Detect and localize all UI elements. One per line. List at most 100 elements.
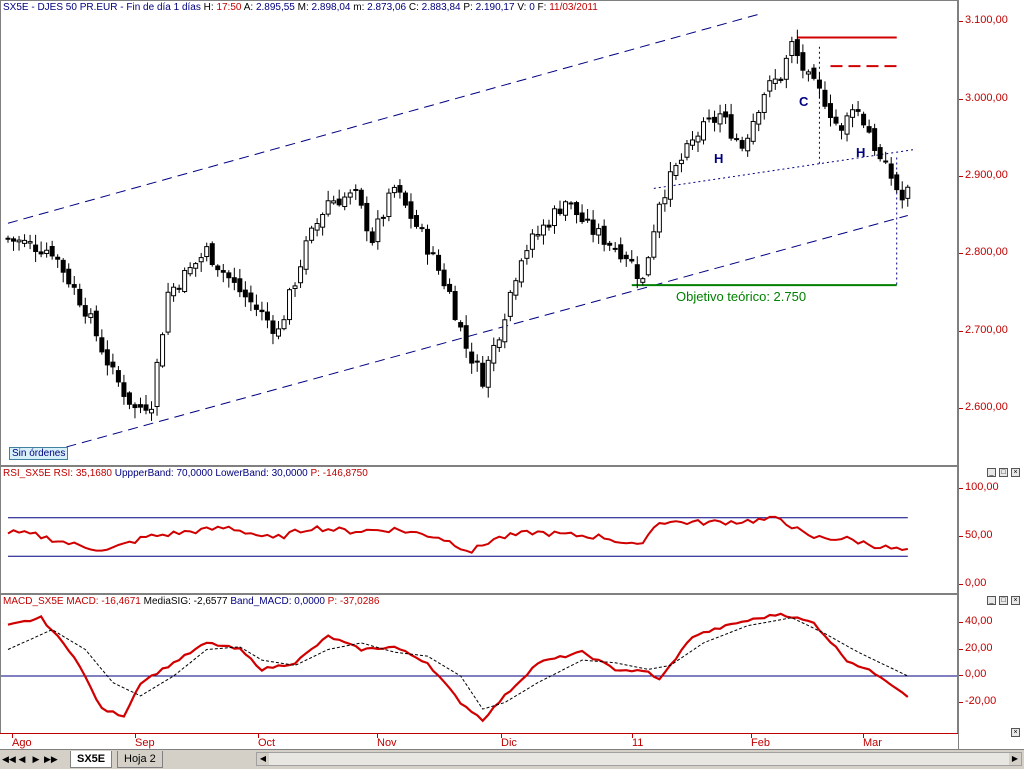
macd-name: MACD_SX5E xyxy=(3,596,64,607)
candle-body xyxy=(419,227,425,230)
candle-body xyxy=(557,208,563,215)
candle-body xyxy=(425,228,431,255)
next-sheet-button[interactable]: ▶ xyxy=(32,754,40,764)
x-tick-label: Nov xyxy=(377,737,397,749)
symbol-name: SX5E - DJES 50 PR.EUR - Fin de día 1 día… xyxy=(3,2,201,13)
candle-body xyxy=(231,277,237,283)
scroll-right-button[interactable]: ▶ xyxy=(1009,753,1021,765)
candle-body xyxy=(292,285,298,290)
candle-body xyxy=(391,186,397,194)
channel-line xyxy=(35,215,908,456)
y-tick xyxy=(959,21,963,22)
candle-body xyxy=(518,260,524,283)
macd-minimize-button[interactable]: _ xyxy=(987,596,996,605)
v-label: V: xyxy=(517,2,527,13)
first-sheet-button[interactable]: ◀◀ xyxy=(2,754,16,764)
candle-body xyxy=(209,243,215,265)
candle-body xyxy=(872,128,878,151)
c-label: C: xyxy=(408,2,419,13)
candle-body xyxy=(524,250,530,259)
y-tick-label: 3.100,00 xyxy=(965,14,1008,26)
prev-sheet-button[interactable]: ◀ xyxy=(18,754,26,764)
candle-body xyxy=(816,79,822,89)
candle-body xyxy=(502,319,508,343)
candle-body xyxy=(336,198,342,206)
macd-close-button[interactable]: × xyxy=(1011,596,1020,605)
macd-maximize-button[interactable]: □ xyxy=(999,596,1008,605)
candle-body xyxy=(855,109,861,112)
candle-body xyxy=(11,238,17,242)
macd-p-value: -37,0286 xyxy=(339,596,380,607)
y-tick xyxy=(959,253,963,254)
candle-body xyxy=(171,286,177,297)
candle-body xyxy=(182,270,188,293)
candle-body xyxy=(441,269,447,287)
candle-body xyxy=(469,351,475,364)
rsi-maximize-button[interactable]: □ xyxy=(999,468,1008,477)
candle-body xyxy=(645,257,651,276)
candle-body xyxy=(44,249,50,254)
orders-badge[interactable]: Sin órdenes xyxy=(9,447,69,460)
rsi-panel[interactable]: RSI_SX5E RSI: 35,1680 UppperBand: 70,000… xyxy=(0,466,958,594)
candle-body xyxy=(5,237,11,240)
candle-body xyxy=(353,188,359,191)
candle-body xyxy=(121,382,127,397)
candle-body xyxy=(800,52,806,71)
x-tick xyxy=(863,734,864,738)
horizontal-scrollbar[interactable]: ◀ ▶ xyxy=(256,752,1022,766)
p-label: P: xyxy=(463,2,473,13)
candle-body xyxy=(756,112,762,125)
x-tick xyxy=(135,734,136,738)
macd-value: -16,4671 xyxy=(101,596,141,607)
upper-band-value: 70,0000 xyxy=(176,468,213,479)
corner-close-button[interactable]: × xyxy=(1011,728,1020,737)
candle-body xyxy=(325,200,331,215)
last-sheet-button[interactable]: ▶▶ xyxy=(44,754,58,764)
sheet-tab-bar: ◀◀ ◀ ▶ ▶▶ SX5E Hoja 2 ◀ ▶ xyxy=(0,749,1024,769)
candle-body xyxy=(485,359,491,388)
candle-body xyxy=(215,265,221,271)
candle-body xyxy=(82,305,88,317)
candle-body xyxy=(905,186,911,199)
rsi-minimize-button[interactable]: _ xyxy=(987,468,996,477)
candle-body xyxy=(789,41,795,56)
band-value: 0,0000 xyxy=(294,596,325,607)
x-tick-label: 11 xyxy=(632,737,644,749)
y-tick xyxy=(959,408,963,409)
candle-body xyxy=(402,192,408,206)
candle-body xyxy=(590,219,596,235)
y-tick xyxy=(959,649,963,650)
candle-body xyxy=(496,339,502,348)
candle-body xyxy=(750,120,756,142)
tab-sx5e[interactable]: SX5E xyxy=(70,751,113,768)
candle-body xyxy=(436,254,442,271)
candle-body xyxy=(452,291,458,320)
y-tick-label: 100,00 xyxy=(965,481,999,493)
candle-body xyxy=(77,288,83,306)
candle-body xyxy=(187,267,193,275)
candle-body xyxy=(176,287,182,290)
candle-body xyxy=(563,201,569,216)
candle-body xyxy=(314,222,320,231)
candle-body xyxy=(678,159,684,165)
candle-body xyxy=(822,89,828,107)
candle-body xyxy=(220,270,226,273)
candle-body xyxy=(408,201,414,219)
candle-body xyxy=(463,325,469,349)
x-tick-label: Dic xyxy=(501,737,517,749)
candle-body xyxy=(126,392,132,405)
candle-body xyxy=(601,225,607,245)
price-panel[interactable]: SX5E - DJES 50 PR.EUR - Fin de día 1 día… xyxy=(0,0,958,466)
candle-body xyxy=(204,246,210,258)
x-tick xyxy=(632,734,633,738)
macd-panel[interactable]: MACD_SX5E MACD: -16,4671 MediaSIG: -2,65… xyxy=(0,594,958,734)
rsi-close-button[interactable]: × xyxy=(1011,468,1020,477)
candle-body xyxy=(540,224,546,236)
price-y-axis: 3.100,00 3.000,00 2.900,00 2.800,00 2.70… xyxy=(958,0,1024,466)
tab-hoja-2[interactable]: Hoja 2 xyxy=(117,751,163,768)
candle-body xyxy=(154,361,160,407)
candle-body xyxy=(811,67,817,79)
x-tick-label: Feb xyxy=(751,737,770,749)
scroll-left-button[interactable]: ◀ xyxy=(257,753,269,765)
candle-body xyxy=(634,264,640,279)
